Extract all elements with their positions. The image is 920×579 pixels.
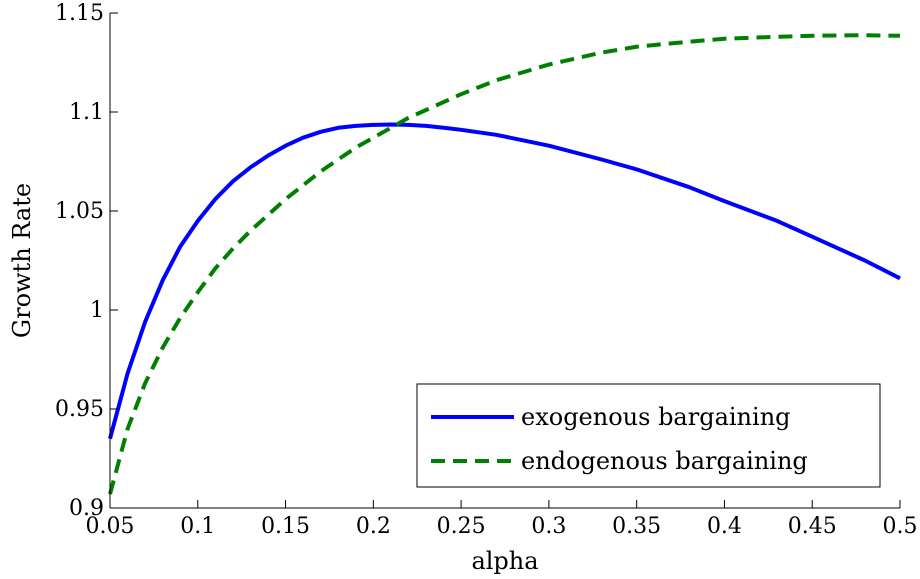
x-tick-label: 0.4 [707,514,742,539]
x-tick-label: 0.2 [356,514,391,539]
y-tick-label: 1 [90,298,104,323]
y-tick-label: 1.05 [55,199,104,224]
x-tick-label: 0.35 [612,514,661,539]
y-axis-label: Growth Rate [8,183,36,338]
x-tick-label: 0.45 [788,514,837,539]
x-tick-label: 0.5 [883,514,918,539]
y-tick-label: 0.95 [55,397,104,422]
x-axis-label: alpha [471,547,538,575]
legend-label-endogenous: endogenous bargaining [521,447,808,475]
y-tick-label: 0.9 [69,496,104,521]
x-tick-label: 0.25 [437,514,486,539]
y-tick-label: 1.15 [55,1,104,26]
x-tick-label: 0.15 [261,514,310,539]
legend: exogenous bargaining endogenous bargaini… [417,384,880,487]
x-tick-label: 0.3 [531,514,566,539]
x-tick-label: 0.1 [180,514,215,539]
legend-label-exogenous: exogenous bargaining [521,403,791,431]
y-tick-label: 1.1 [69,100,104,125]
